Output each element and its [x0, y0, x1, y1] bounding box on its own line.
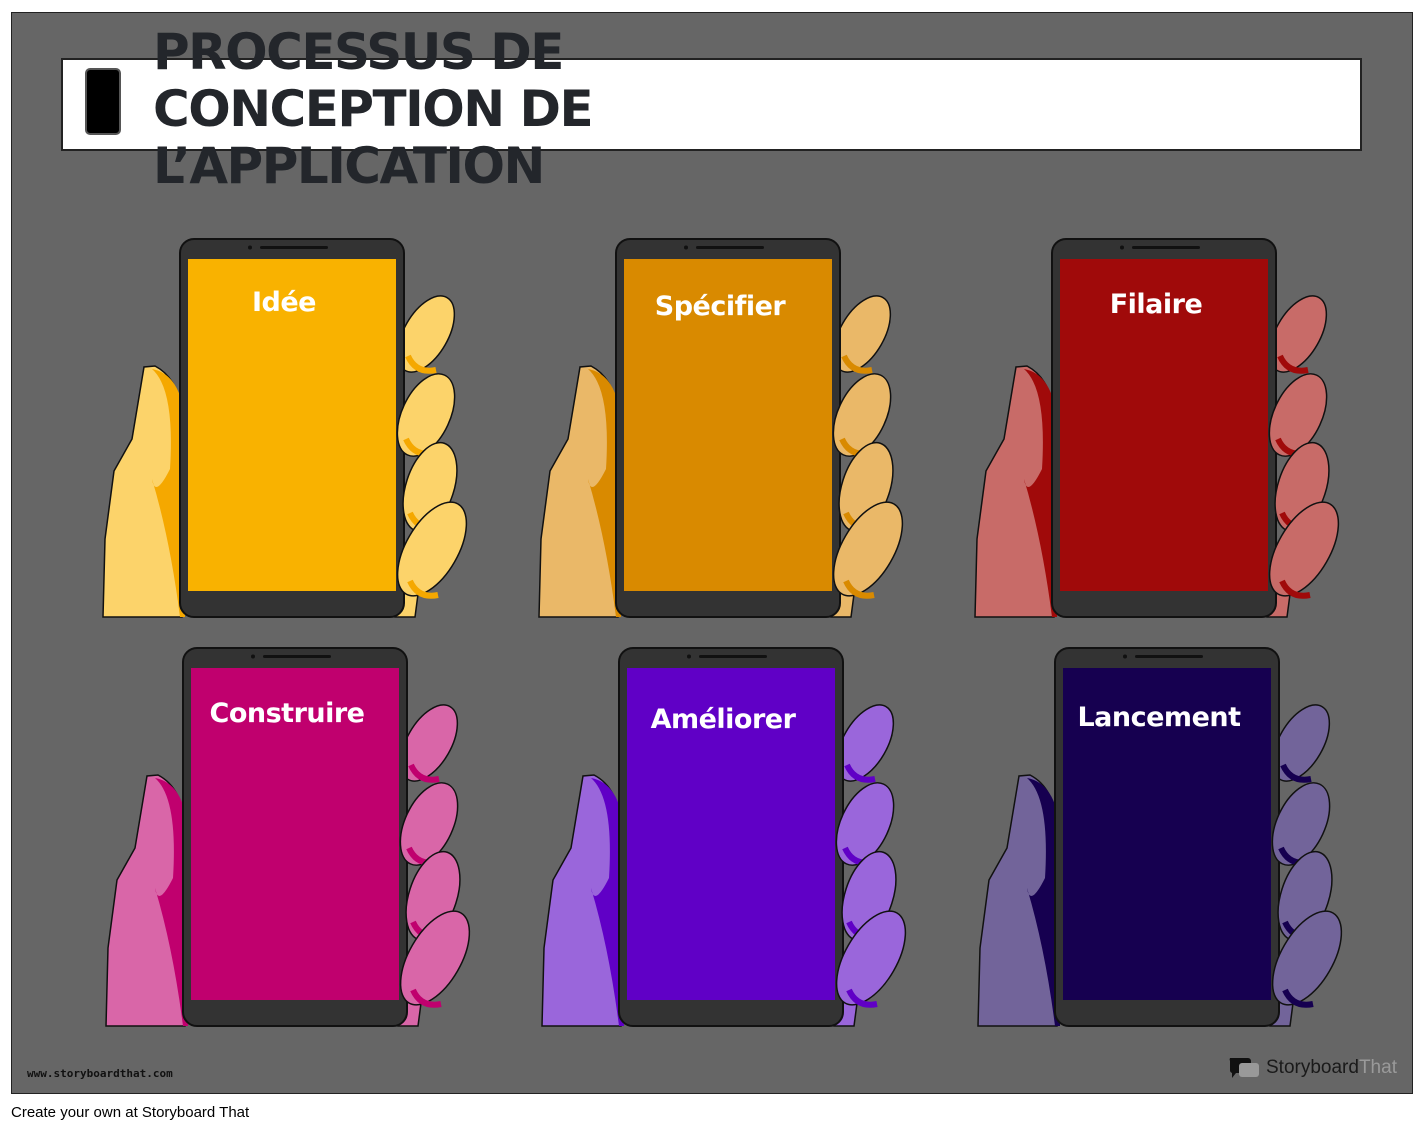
finger — [835, 782, 895, 866]
phone-screen — [1060, 259, 1268, 591]
finger — [399, 910, 471, 1006]
step-label: Spécifier — [654, 291, 786, 322]
step-label: Filaire — [1109, 289, 1203, 320]
phone-in-hand-illustration — [538, 238, 904, 618]
phone-screen — [1063, 668, 1271, 1000]
phone-speaker — [696, 246, 764, 249]
step-label: Construire — [209, 698, 365, 729]
finger — [835, 910, 907, 1006]
finger — [1268, 501, 1340, 597]
watermark-url: www.storyboardthat.com — [27, 1067, 173, 1080]
finger — [399, 782, 459, 866]
phone-in-hand-illustration — [102, 238, 468, 618]
brand-part2: That — [1358, 1057, 1397, 1078]
phone-in-hand-illustration — [541, 647, 907, 1027]
phone-screen — [624, 259, 832, 591]
speech-bubbles-icon — [1229, 1058, 1259, 1078]
finger — [1271, 910, 1343, 1006]
finger — [396, 501, 468, 597]
smartphone-icon — [85, 68, 121, 135]
brand-part1: Storyboard — [1266, 1057, 1359, 1078]
phone-screen — [191, 668, 399, 1000]
finger — [1268, 373, 1328, 457]
phone-speaker — [699, 655, 767, 658]
phone-in-hand-illustration — [105, 647, 471, 1027]
phone-in-hand-illustration — [974, 238, 1340, 618]
step-label: Lancement — [1077, 702, 1241, 733]
finger — [396, 373, 456, 457]
page-title: PROCESSUS DE CONCEPTION DE L’APPLICATION — [153, 23, 594, 195]
phone-speaker — [260, 246, 328, 249]
finger — [1271, 782, 1331, 866]
phone-speaker — [263, 655, 331, 658]
step-label: Améliorer — [650, 704, 796, 735]
title-bar — [61, 58, 1362, 151]
phone-screen — [627, 668, 835, 1000]
finger — [832, 501, 904, 597]
brand-logo[interactable]: StoryboardThat — [1228, 1056, 1397, 1080]
footer-link[interactable]: Create your own at Storyboard That — [11, 1104, 250, 1121]
phone-screen — [188, 259, 396, 591]
phone-in-hand-illustration — [977, 647, 1343, 1027]
phone-speaker — [1132, 246, 1200, 249]
step-label: Idée — [252, 287, 317, 318]
phone-speaker — [1135, 655, 1203, 658]
finger — [832, 373, 892, 457]
